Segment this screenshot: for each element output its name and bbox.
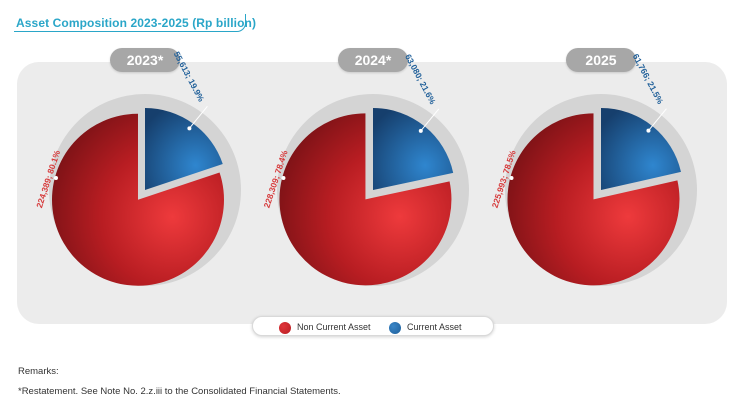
leader-dot-non-current-2024 [281, 176, 286, 180]
year-pill-2023: 2023* [110, 48, 180, 72]
year-pill-2025: 2025 [566, 48, 636, 72]
year-pill-2024: 2024* [338, 48, 408, 72]
slice-non-current-asset-2024 [279, 113, 452, 286]
slice-non-current-asset-2025 [507, 113, 680, 286]
legend-label-non-current: Non Current Asset [297, 322, 371, 332]
slice-non-current-asset-2023 [51, 113, 224, 286]
data-label-current-2025: 61,766; 21.5% [631, 52, 666, 106]
leader-dot-non-current-2025 [509, 176, 514, 180]
leader-current-2024 [420, 108, 440, 132]
chart-title: Asset Composition 2023-2025 (Rp billion) [16, 16, 257, 30]
remarks-note: *Restatement. See Note No. 2.z.iii to th… [18, 386, 341, 397]
leader-current-2025 [648, 108, 667, 131]
remarks-heading: Remarks: [18, 366, 59, 377]
leader-dot-non-current-2023 [53, 176, 58, 180]
legend-label-current: Current Asset [407, 322, 462, 332]
legend-item-non-current: Non Current Asset [279, 320, 371, 334]
leader-current-2023 [189, 106, 208, 129]
leader-dot-current-2025 [646, 128, 651, 133]
legend-swatch-non-current [279, 321, 291, 334]
leader-dot-current-2024 [418, 128, 423, 133]
legend-item-current: Current Asset [389, 320, 462, 334]
legend-swatch-current [389, 321, 401, 334]
slice-current-asset-2024 [373, 108, 454, 190]
slice-current-asset-2023 [145, 108, 223, 190]
title-underline [14, 14, 246, 32]
leader-dot-current-2023 [187, 126, 192, 131]
slice-current-asset-2025 [601, 108, 681, 190]
legend: Non Current Asset Current Asset [252, 316, 494, 336]
